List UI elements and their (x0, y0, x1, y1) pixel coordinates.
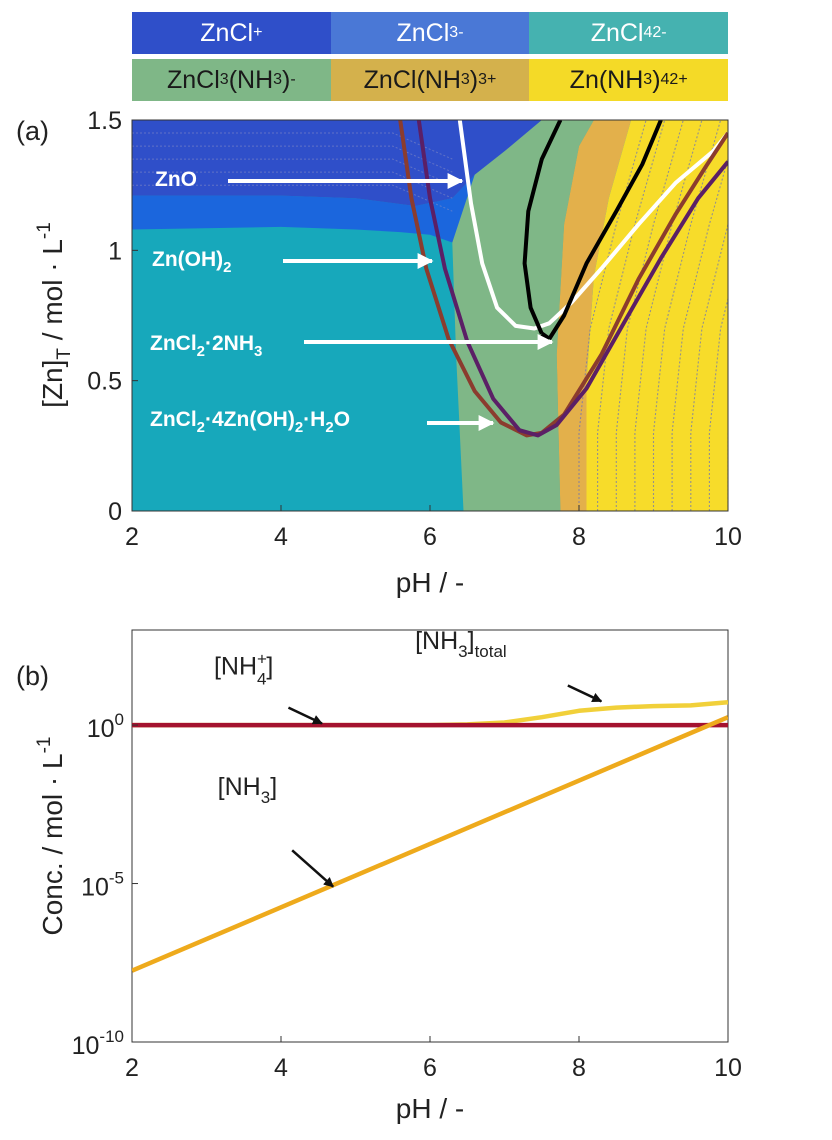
label-nh3-total: [NH3]total (415, 627, 507, 661)
y-tick-label: 0.5 (87, 368, 122, 396)
x-tick-label: 2 (125, 523, 139, 551)
x-tick-label: 6 (423, 523, 437, 551)
arrow-label-nh3 (291, 849, 334, 888)
label-znoh2: Zn(OH)2 (152, 248, 232, 276)
region-zncl3-minus (132, 120, 557, 243)
contour-line (652, 120, 722, 511)
panel-a-plot-area (132, 120, 728, 511)
panel-a: ZnO Zn(OH)2 ZnCl2·2NH3 ZnCl2·4Zn(OH)2·H2O 2 4… (16, 107, 742, 598)
x-tick-label: 4 (274, 523, 288, 551)
region-zncl-plus (132, 120, 728, 206)
label-zncl2-2nh3: ZnCl2·2NH3 (150, 332, 262, 360)
arrow-label-nh4 (287, 706, 323, 725)
panel-b-frame (131, 629, 729, 1043)
label-zno: ZnO (155, 168, 197, 191)
panel-b-tag: (b) (16, 661, 49, 691)
y-axis-label-b: Conc. / mol · L-1 (34, 737, 68, 936)
contour-line (132, 171, 453, 199)
label-nh3: [NH3] (218, 773, 277, 807)
contour-line (671, 157, 728, 511)
panel-b: 2 4 6 8 10 10-10 10-5 100 pH / - Conc. / mol · L-… (16, 627, 742, 1124)
zncl2-4znoh2-h2o-curve (416, 120, 728, 438)
contour-line (727, 427, 728, 511)
contour-line (597, 120, 666, 511)
contour-line (634, 120, 703, 511)
x-tick-label: 8 (572, 1054, 586, 1082)
x-tick-label: 10 (714, 1054, 742, 1082)
arrow-label-nh3-total (567, 684, 603, 703)
contour-line (690, 222, 728, 511)
y-tick-label: 1.5 (87, 107, 122, 135)
legend-top-row: ZnCl + ZnCl 3- ZnCl 4 2- (132, 12, 729, 54)
contour-line (132, 158, 453, 186)
panel-b-plot-area (132, 700, 728, 973)
y-axis-label-a: [Zn]T / mol · L-1 (34, 222, 75, 408)
legend-zncl3nh3-minus: ZnCl 3 (NH 3) - (132, 59, 331, 101)
x-axis-label-b: pH / - (396, 1093, 464, 1124)
x-tick-label: 8 (572, 523, 586, 551)
x-tick-label: 6 (423, 1054, 437, 1082)
label-zncl2-4znoh2-h2o: ZnCl2·4Zn(OH)2·H2O (150, 408, 350, 436)
region-zncl3nh3-minus (452, 120, 594, 511)
legend-zncl-plus: ZnCl + (132, 12, 331, 54)
panel-a-tag: (a) (16, 116, 49, 146)
series-nh3 (132, 715, 728, 973)
zno-curve (457, 120, 728, 331)
y-tick-label: 0 (108, 498, 122, 526)
y-tick-label: 10-5 (81, 869, 124, 902)
zncl2-2nh3-curve (522, 120, 663, 341)
x-tick-label: 2 (125, 1054, 139, 1082)
contour-line (708, 296, 728, 511)
legend-zncl4-2minus: ZnCl 4 2- (529, 12, 729, 54)
contour-line (578, 120, 647, 511)
contour-line (615, 120, 684, 511)
contour-line (132, 132, 453, 160)
x-tick-label: 10 (714, 523, 742, 551)
x-tick-label: 4 (274, 1054, 288, 1082)
y-tick-label: 100 (87, 710, 124, 743)
legend-zn-nh3-4-2plus: Zn(NH 3) 4 2+ (529, 59, 729, 101)
y-tick-label: 1 (108, 237, 122, 265)
label-nh4: [NH+ 4] (214, 649, 273, 688)
legend-zncl3-minus: ZnCl 3- (330, 12, 530, 54)
legend-zncl-nh3-3-plus: ZnCl(NH 3) 3 + (330, 59, 530, 101)
x-axis-label-a: pH / - (396, 567, 464, 598)
contour-line (132, 145, 453, 173)
y-tick-label: 10-10 (72, 1027, 124, 1060)
region-zncl-nh3-3-plus (556, 120, 632, 511)
legend-bottom-row: ZnCl 3 (NH 3) - ZnCl(NH 3) 3 + Zn(NH 3) 4 2+ (132, 59, 729, 101)
